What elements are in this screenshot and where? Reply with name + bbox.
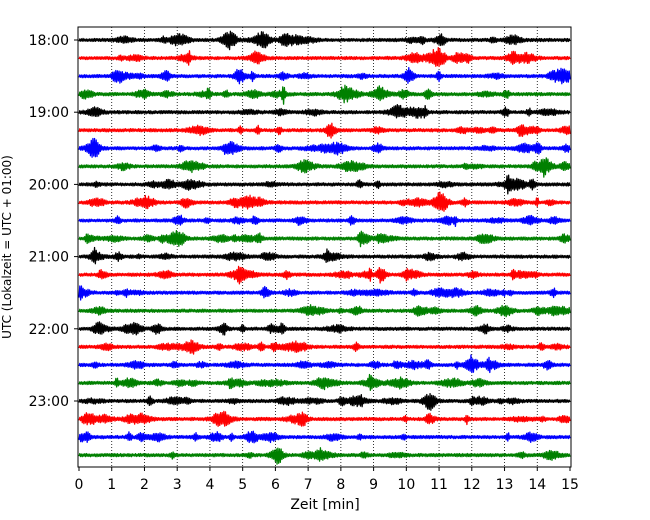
- x-tick-label: 6: [271, 477, 280, 493]
- y-axis-label: UTC (Lokalzeit = UTC + 01:00): [0, 155, 14, 339]
- trace-1930: [78, 137, 571, 158]
- x-tick-label: 0: [75, 477, 84, 493]
- x-tick-label: 1: [107, 477, 116, 493]
- trace-1945: [78, 157, 571, 178]
- x-tick-label: 11: [430, 477, 448, 493]
- trace-2330: [78, 430, 571, 444]
- trace-1900: [78, 103, 571, 119]
- trace-2100: [78, 246, 571, 265]
- x-tick-label: 15: [561, 477, 579, 493]
- trace-2300: [78, 392, 571, 411]
- y-tick-label: 21:00: [29, 250, 69, 266]
- seismic-traces: [78, 30, 571, 465]
- y-tick-label: 23:00: [29, 394, 69, 410]
- trace-2245: [78, 373, 571, 391]
- y-tick-label: 22:00: [29, 322, 69, 338]
- trace-2115: [78, 265, 571, 285]
- grid-lines: [111, 27, 538, 467]
- plot-frame: [77, 26, 572, 468]
- x-tick-label: 7: [304, 477, 313, 493]
- x-tick-label: 4: [205, 477, 214, 493]
- trace-2145: [78, 304, 571, 318]
- trace-1800: [78, 30, 571, 51]
- trace-2045: [78, 230, 571, 248]
- y-axis-ticks: 18:00 19:00 20:00 21:00 22:00 23:00: [29, 33, 78, 410]
- trace-1845: [78, 84, 571, 105]
- y-tick-label: 20:00: [29, 177, 69, 193]
- trace-2030: [78, 214, 571, 228]
- trace-2315: [78, 410, 571, 427]
- x-tick-label: 3: [173, 477, 182, 493]
- x-tick-label: 10: [397, 477, 415, 493]
- x-tick-label: 14: [528, 477, 546, 493]
- x-tick-label: 5: [238, 477, 247, 493]
- trace-2215: [78, 339, 571, 355]
- trace-1830: [78, 67, 571, 85]
- x-tick-label: 12: [463, 477, 481, 493]
- trace-2000: [78, 174, 571, 195]
- x-axis-label: Zeit [min]: [290, 497, 359, 513]
- x-tick-label: 13: [496, 477, 514, 493]
- trace-1815: [78, 46, 571, 68]
- x-tick-label: 8: [336, 477, 345, 493]
- x-axis-ticks: 0 1 2 3 4 5 6 7 8 9 10 11 12 13 14 15: [75, 467, 579, 493]
- trace-2130: [78, 285, 571, 301]
- y-tick-label: 18:00: [29, 33, 69, 49]
- trace-2345: [78, 447, 571, 465]
- trace-2200: [78, 321, 571, 336]
- trace-1915: [78, 122, 571, 139]
- trace-2015: [78, 191, 571, 212]
- x-tick-label: 9: [369, 477, 378, 493]
- trace-2230: [78, 354, 571, 374]
- x-tick-label: 2: [140, 477, 149, 493]
- y-tick-label: 19:00: [29, 105, 69, 121]
